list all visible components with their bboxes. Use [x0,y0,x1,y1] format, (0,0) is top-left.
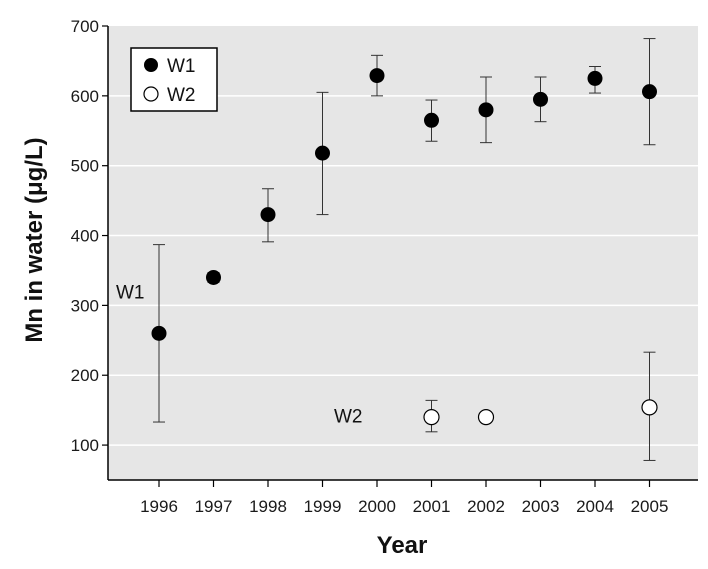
data-point-w1 [642,84,657,100]
data-point-w2 [477,409,495,426]
data-point-w1 [206,269,221,285]
y-tick-label: 200 [71,366,99,385]
y-axis-title: Mn in water (μg/L) [21,137,48,342]
y-axis-ticks: 100 200 300 400 500 600 700 [71,17,109,480]
x-tick-label: 2000 [358,497,396,516]
legend: W1 W2 [130,47,218,112]
annotation-w2: W2 [334,407,363,428]
data-marks [151,38,658,461]
annotations: W1 W2 [116,282,363,427]
x-tick-label: 2003 [522,497,560,516]
x-tick-label: 1997 [195,497,233,516]
data-point-w1 [533,91,548,107]
y-tick-label: 100 [71,436,99,455]
x-tick-label: 2004 [576,497,614,516]
data-point-w2 [641,399,658,416]
x-tick-label: 2002 [467,497,505,516]
data-point-w1 [424,112,439,128]
annotation-w1: W1 [116,282,145,303]
y-tick-label: 500 [71,157,99,176]
data-point-w1 [587,70,603,86]
x-axis-ticks: 1996 1997 1998 1999 2000 2001 2002 2003 2004 2005 [108,479,698,516]
x-tick-label: 1998 [249,497,287,516]
grid-lines [108,95,698,446]
data-point-w1 [369,68,385,84]
legend-label-w2: W2 [167,85,196,106]
data-point-w1 [260,207,276,223]
x-tick-label: 2005 [631,497,669,516]
data-point-w1 [478,102,494,118]
y-tick-label: 400 [71,227,99,246]
data-point-w1 [151,325,167,341]
data-point-w1 [315,145,330,161]
data-point-w2 [423,409,440,426]
x-tick-label: 1999 [304,497,342,516]
y-tick-label: 300 [71,296,99,315]
x-axis-title: Year [377,532,428,559]
x-tick-label: 1996 [140,497,178,516]
y-tick-label: 600 [71,87,99,106]
x-tick-label: 2001 [413,497,451,516]
legend-box [130,47,218,112]
legend-label-w1: W1 [167,56,196,77]
legend-marker-w1 [144,58,158,72]
legend-marker-w2 [143,86,159,102]
y-tick-label: 700 [71,17,99,36]
